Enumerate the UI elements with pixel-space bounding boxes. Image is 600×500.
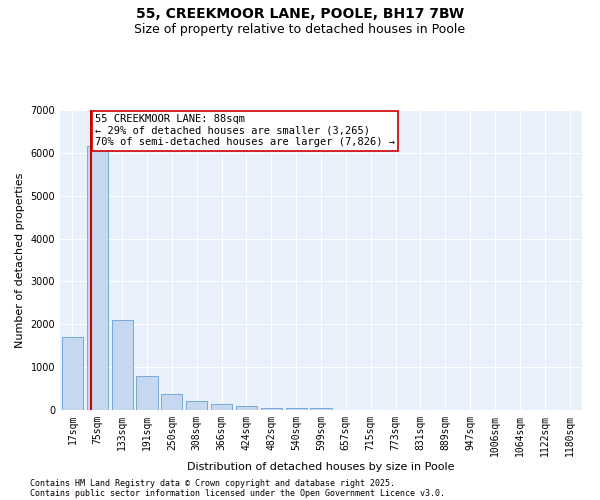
Bar bbox=[211, 404, 232, 410]
Bar bbox=[286, 408, 307, 410]
Bar bbox=[62, 337, 83, 410]
Text: Size of property relative to detached houses in Poole: Size of property relative to detached ho… bbox=[134, 22, 466, 36]
Bar bbox=[310, 408, 332, 410]
Bar bbox=[161, 394, 182, 410]
Text: Contains public sector information licensed under the Open Government Licence v3: Contains public sector information licen… bbox=[30, 488, 445, 498]
Bar bbox=[186, 401, 207, 410]
Text: 55 CREEKMOOR LANE: 88sqm
← 29% of detached houses are smaller (3,265)
70% of sem: 55 CREEKMOOR LANE: 88sqm ← 29% of detach… bbox=[95, 114, 395, 148]
X-axis label: Distribution of detached houses by size in Poole: Distribution of detached houses by size … bbox=[187, 462, 455, 471]
Text: 55, CREEKMOOR LANE, POOLE, BH17 7BW: 55, CREEKMOOR LANE, POOLE, BH17 7BW bbox=[136, 8, 464, 22]
Text: Contains HM Land Registry data © Crown copyright and database right 2025.: Contains HM Land Registry data © Crown c… bbox=[30, 478, 395, 488]
Bar bbox=[236, 406, 257, 410]
Bar bbox=[136, 376, 158, 410]
Bar bbox=[261, 408, 282, 410]
Y-axis label: Number of detached properties: Number of detached properties bbox=[15, 172, 25, 348]
Bar bbox=[112, 320, 133, 410]
Bar bbox=[87, 146, 108, 410]
